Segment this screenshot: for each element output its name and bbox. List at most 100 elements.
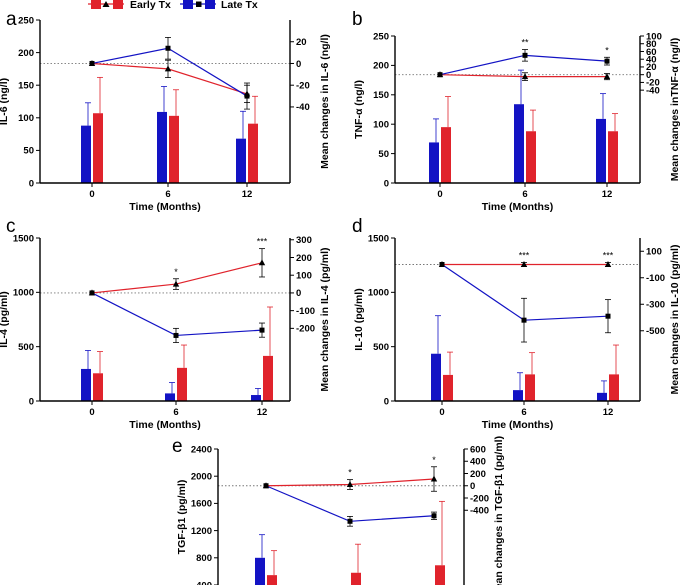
point-late-6 <box>521 317 527 323</box>
point-early-6 <box>521 73 529 80</box>
bar-late-0 <box>255 557 265 585</box>
line-series-late <box>439 54 608 76</box>
y2-tick-label: 0 <box>470 481 475 492</box>
panel-letter-c: c <box>6 216 16 237</box>
y-tick-label: 100 <box>373 120 389 131</box>
bar-late-12 <box>597 392 607 401</box>
y2-tick-label: 100 <box>646 247 662 258</box>
bar-early-0 <box>443 374 453 401</box>
bar-early-12 <box>609 374 619 401</box>
point-late-0 <box>439 262 445 268</box>
y-tick-label: 250 <box>373 31 389 42</box>
y-tick-label: 1000 <box>13 288 34 299</box>
y2-tick-label: -20 <box>296 81 310 92</box>
line-series-late <box>265 485 435 522</box>
line-series-late <box>441 264 609 321</box>
significance-12: *** <box>603 251 614 261</box>
bar-early-0 <box>93 113 103 183</box>
line-series-late <box>91 47 248 97</box>
y-tick-label: 500 <box>373 342 389 353</box>
y-tick-label: 2000 <box>191 472 212 483</box>
point-late-0 <box>89 60 95 66</box>
y-tick-label: 50 <box>23 146 34 157</box>
significance-6: * <box>174 267 178 277</box>
y2-tick-label: 300 <box>296 235 312 246</box>
y-tick-label: 1000 <box>368 288 389 299</box>
y2-axis-title: Mean changes in IL-6 (ng/l) <box>319 34 331 169</box>
y-tick-label: 100 <box>18 113 34 124</box>
bar-late-12 <box>596 118 606 183</box>
x-axis-title: Time (Months) <box>482 201 554 213</box>
point-early-6 <box>164 65 172 72</box>
y2-tick-label: -40 <box>296 102 310 113</box>
bar-early-12 <box>248 123 258 183</box>
significance-6: *** <box>519 251 530 261</box>
y-tick-label: 400 <box>196 580 212 585</box>
y-tick-label: 150 <box>18 81 34 92</box>
x-tick-label: 6 <box>522 189 527 200</box>
y-tick-label: 1200 <box>191 526 212 537</box>
x-tick-label: 12 <box>257 407 268 418</box>
bar-early-6 <box>169 115 179 183</box>
point-late-12 <box>431 513 437 519</box>
significance-6: * <box>348 468 352 478</box>
point-late-0 <box>89 290 95 296</box>
y2-axis-title: Mean changes inTNF-α (ng/l) <box>669 38 681 182</box>
x-tick-label: 0 <box>437 189 442 200</box>
bar-late-6 <box>513 390 523 401</box>
y2-tick-label: -400 <box>470 506 489 517</box>
point-late-12 <box>604 58 610 64</box>
y2-tick-label: 0 <box>296 288 301 299</box>
bar-late-12 <box>251 395 261 401</box>
panel-letter-d: d <box>352 216 363 237</box>
y-axis-title: IL-4 (pg/ml) <box>0 291 10 348</box>
x-tick-label: 12 <box>603 407 614 418</box>
y2-tick-label: 40 <box>646 55 657 66</box>
y-tick-label: 200 <box>373 61 389 72</box>
point-late-6 <box>165 45 171 51</box>
y-tick-label: 1600 <box>191 499 212 510</box>
line-series-late <box>91 292 263 337</box>
bar-late-6 <box>165 393 175 401</box>
x-tick-label: 0 <box>439 407 444 418</box>
significance-12: *** <box>257 237 268 247</box>
x-tick-label: 6 <box>173 407 178 418</box>
y-tick-label: 0 <box>384 178 389 189</box>
y-tick-label: 200 <box>18 48 34 59</box>
y2-tick-label: 0 <box>646 70 651 81</box>
y2-tick-label: 400 <box>470 457 486 468</box>
bar-late-0 <box>431 353 441 401</box>
y2-tick-label: 80 <box>646 39 657 50</box>
legend-late-square-icon <box>196 1 202 7</box>
legend-early-swatch-icon-2 <box>113 0 123 9</box>
point-late-12 <box>259 327 265 333</box>
y-tick-label: 0 <box>29 396 34 407</box>
bar-late-6 <box>157 111 167 183</box>
y-tick-label: 1500 <box>368 233 389 244</box>
y2-axis-title: Mean changes in IL-10 (pg/ml) <box>669 245 681 395</box>
legend-late-swatch-icon <box>183 0 193 9</box>
y-axis-title: IL-10 (pg/ml) <box>353 288 365 350</box>
point-early-6 <box>172 280 180 287</box>
line-series-early <box>91 62 248 95</box>
x-axis-title: Time (Months) <box>129 419 201 431</box>
x-axis-title: Time (Months) <box>129 201 201 213</box>
point-late-12 <box>244 93 250 99</box>
y2-tick-label: -500 <box>646 326 665 337</box>
y-tick-label: 150 <box>373 90 389 101</box>
y-tick-label: 250 <box>18 15 34 26</box>
bar-early-0 <box>93 373 103 401</box>
bar-early-0 <box>267 575 277 585</box>
legend-late-swatch-icon-2 <box>205 0 215 9</box>
y-tick-label: 0 <box>29 178 34 189</box>
y2-tick-label: -200 <box>470 493 489 504</box>
y-axis-title: TGF-β1 (pg/ml) <box>176 480 188 555</box>
panel-letter-e: e <box>172 436 183 457</box>
bar-late-0 <box>429 142 439 183</box>
y2-tick-label: 20 <box>296 37 307 48</box>
y2-tick-label: -100 <box>646 273 665 284</box>
y2-tick-label: -100 <box>296 306 315 317</box>
y2-tick-label: -40 <box>646 85 660 96</box>
bar-late-6 <box>514 104 524 183</box>
